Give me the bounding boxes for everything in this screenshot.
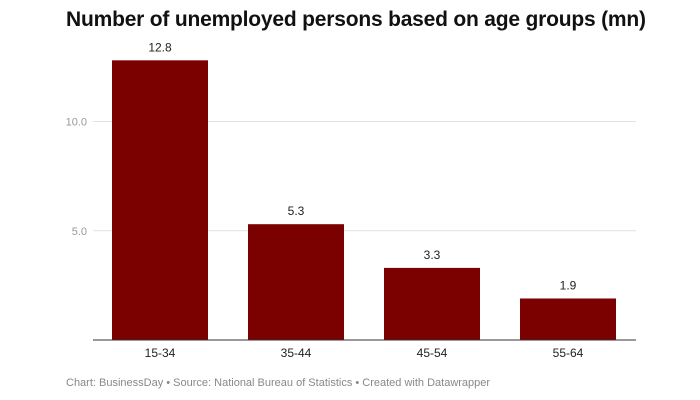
bar [248, 224, 344, 340]
x-tick-label: 45-54 [417, 346, 448, 360]
data-label: 5.3 [288, 204, 305, 218]
bar [384, 267, 480, 340]
data-label: 1.9 [560, 278, 577, 292]
bar [112, 60, 208, 340]
data-label: 12.8 [148, 40, 172, 54]
y-tick-label: 10.0 [66, 117, 87, 129]
chart-title: Number of unemployed persons based on ag… [66, 8, 646, 31]
bar [520, 298, 616, 340]
labels: 5.0 10.0 12.8 15-34 5.3 35-44 3.3 45-54 1.9 55-64 [66, 40, 584, 360]
y-tick-label: 5.0 [72, 226, 87, 238]
x-tick-label: 55-64 [553, 346, 584, 360]
bar-chart: 5.0 10.0 12.8 15-34 5.3 35-44 3.3 45-54 1.9 55-64 [66, 40, 636, 360]
data-label: 3.3 [424, 248, 441, 262]
bars [112, 60, 616, 340]
x-tick-label: 15-34 [145, 346, 176, 360]
x-tick-label: 35-44 [281, 346, 312, 360]
chart-footer: Chart: BusinessDay • Source: National Bu… [66, 377, 491, 389]
